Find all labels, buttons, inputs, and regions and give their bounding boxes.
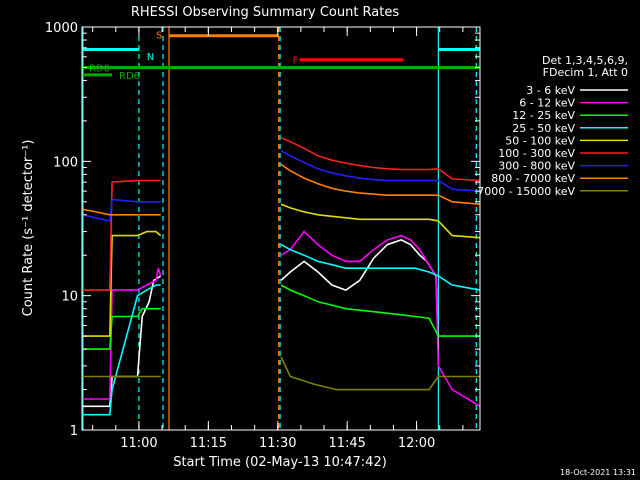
series-line-6-seg-1 [280,149,480,192]
series-line-7-seg-0 [82,208,161,216]
series-line-5-seg-1 [280,136,480,182]
legend-entry-label-8: 7000 - 15000 keV [477,185,575,198]
x-tick-label-2: 11:30 [259,436,296,451]
series-line-4-seg-1 [280,203,480,239]
y-axis-label: Count Rate (s⁻¹ detector⁻¹) [21,140,36,317]
timestamp: 18-Oct-2021 13:31 [560,468,636,477]
plot-area: NS F RD0 RD6 [82,27,480,430]
plot-clip-group [82,27,480,430]
flag-label-0: N [147,52,154,63]
chart-title: RHESSI Observing Summary Count Rates [131,5,400,20]
legend-entry-label-4: 50 - 100 keV [505,134,575,147]
flag-label-3: F [293,55,299,66]
x-tick-label-0: 11:00 [120,436,157,451]
legend-entry-label-1: 6 - 12 keV [519,97,575,110]
y-tick-label-0: 1 [70,424,78,439]
flag-label-2: S [156,30,162,41]
legend-entry-label-5: 100 - 300 keV [498,147,575,160]
flag-label-4: RD0 [89,63,110,74]
series-line-1-seg-1 [280,230,480,407]
series-line-4-seg-0 [82,230,162,337]
x-tick-label-4: 12:00 [398,436,435,451]
y-tick-label-3: 1000 [45,21,78,36]
flag-label-5: RD6 [119,71,140,82]
legend-entry-label-6: 300 - 800 keV [498,160,575,173]
x-tick-label-3: 11:45 [328,436,365,451]
legend-header-0: Det 1,3,4,5,6,9, [542,54,628,67]
x-tick-label-1: 11:15 [190,436,227,451]
legend: Det 1,3,4,5,6,9,FDecim 1, Att 0 3 - 6 keV… [477,54,628,198]
series-line-3-seg-1 [280,243,480,291]
series-line-3-seg-0 [82,284,161,416]
y-tick-label-1: 10 [61,290,78,305]
series-line-0-seg-1 [280,239,440,350]
legend-entry-label-7: 800 - 7000 keV [491,172,575,185]
plot-frame [81,26,481,431]
y-tick-label-2: 100 [53,155,78,170]
series-line-8-seg-1 [280,356,480,391]
series-line-2-seg-1 [280,284,480,337]
series-line-6-seg-0 [82,198,161,222]
x-axis-label: Start Time (02-May-13 10:47:42) [173,455,387,470]
legend-header-1: FDecim 1, Att 0 [543,66,628,79]
legend-entry-label-0: 3 - 6 keV [526,84,575,97]
series-line-1-seg-0 [82,267,162,400]
legend-entry-label-2: 12 - 25 keV [512,109,575,122]
series-line-2-seg-0 [82,307,161,350]
series-line-7-seg-1 [280,163,480,205]
legend-entry-label-3: 25 - 50 keV [512,122,575,135]
series-line-0-seg-0 [82,275,162,408]
series-line-5-seg-0 [82,179,161,291]
axes: 1 10 100 1000 11:00 11:15 11:30 11:45 12:00 [45,21,481,451]
